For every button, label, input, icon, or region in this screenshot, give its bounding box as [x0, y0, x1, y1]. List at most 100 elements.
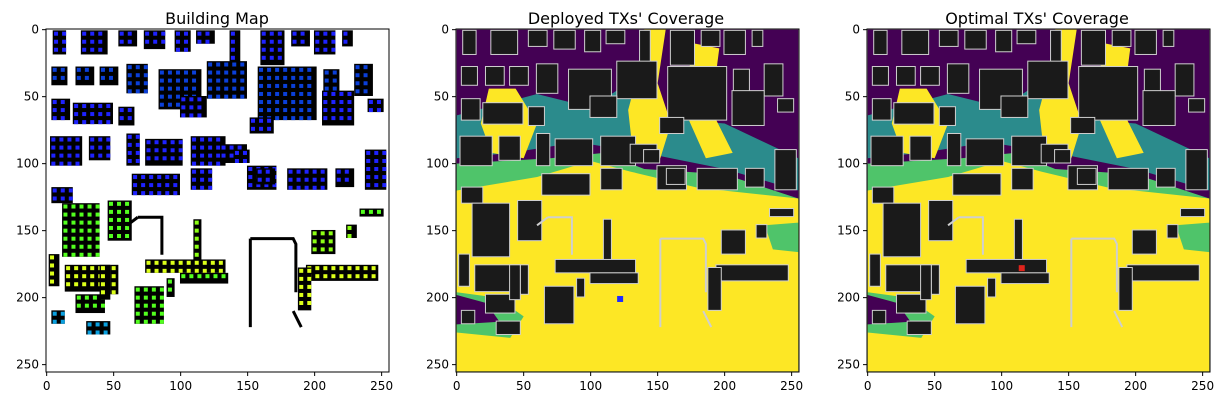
sensor-marker: [100, 282, 105, 287]
sensor-marker: [95, 228, 100, 233]
sensor-marker: [154, 140, 159, 145]
building-block: [48, 254, 60, 287]
building-block: [462, 29, 477, 55]
sensor-marker: [170, 156, 175, 161]
sensor-marker: [300, 39, 305, 44]
sensor-marker: [100, 67, 105, 72]
building-block: [731, 90, 765, 126]
sensor-marker: [59, 161, 64, 166]
sensor-marker: [269, 31, 274, 36]
sensor-marker: [291, 116, 296, 121]
sensor-marker: [79, 252, 84, 257]
sensor-marker: [267, 75, 272, 80]
sensor-marker: [175, 86, 180, 91]
sensor-marker: [366, 183, 371, 188]
sensor-marker: [75, 137, 80, 142]
sensor-marker: [159, 295, 164, 300]
sensor-marker: [108, 234, 113, 239]
sensor-marker: [323, 47, 328, 52]
sensor-marker: [50, 279, 55, 284]
sensor-marker: [366, 158, 371, 163]
building-block: [589, 272, 639, 285]
sensor-marker: [52, 116, 57, 121]
sensor-marker: [347, 274, 352, 279]
sensor-marker: [323, 274, 328, 279]
building-block: [1185, 149, 1208, 191]
sensor-marker: [167, 287, 172, 292]
sensor-marker: [192, 177, 197, 182]
sensor-marker: [312, 185, 317, 190]
sensor-marker: [382, 158, 387, 163]
sensor-marker: [194, 220, 199, 225]
sensor-marker: [135, 81, 140, 86]
sensor-marker: [111, 282, 116, 287]
sensor-marker: [192, 161, 197, 166]
building-block: [763, 63, 784, 97]
x-axis-ticks: 0 50 100 150 200 250: [453, 372, 803, 393]
building-block: [1011, 167, 1034, 191]
sensor-marker: [299, 108, 304, 113]
building-block: [920, 66, 940, 86]
building-block: [576, 277, 586, 298]
sensor-marker: [205, 39, 210, 44]
sensor-marker: [98, 153, 103, 158]
building-block: [871, 66, 889, 86]
sensor-marker: [87, 204, 92, 209]
sensor-marker: [216, 62, 221, 67]
building-block: [946, 133, 962, 167]
sensor-marker: [382, 167, 387, 172]
sensor-marker: [165, 183, 170, 188]
sensor-marker: [277, 39, 282, 44]
sensor-marker: [261, 39, 266, 44]
building-block: [1188, 98, 1206, 113]
sensor-marker: [216, 153, 221, 158]
sensor-marker: [127, 134, 132, 139]
sensor-marker: [259, 75, 264, 80]
panel-title: Optimal TXs' Coverage: [945, 9, 1129, 28]
sensor-marker: [315, 47, 320, 52]
sensor-marker: [240, 62, 245, 67]
sensor-marker: [205, 274, 210, 279]
building-block: [987, 277, 997, 298]
sensor-marker: [184, 86, 189, 91]
building-block: [99, 264, 111, 300]
building-block: [946, 63, 970, 94]
sensor-marker: [368, 100, 373, 105]
sensor-marker: [331, 108, 336, 113]
wall-line: [291, 310, 303, 328]
sensor-marker: [194, 236, 199, 241]
x-tick-label: 200: [1124, 379, 1147, 393]
axes-frame: [455, 28, 800, 373]
sensor-marker: [79, 212, 84, 217]
sensor-marker: [265, 177, 270, 182]
sensor-marker: [167, 86, 172, 91]
sensor-marker: [242, 150, 247, 155]
sensor-marker: [331, 47, 336, 52]
sensor-marker: [261, 55, 266, 60]
y-tick-label: 0: [31, 23, 39, 37]
building-block: [143, 30, 166, 50]
sensor-marker: [184, 78, 189, 83]
sensor-marker: [84, 75, 89, 80]
building-block: [667, 66, 728, 121]
sensor-marker: [181, 97, 186, 102]
sensor-marker: [173, 183, 178, 188]
x-tick-label: 200: [303, 379, 326, 393]
building-block: [665, 167, 686, 185]
sensor-marker: [149, 183, 154, 188]
sensor-marker: [181, 113, 186, 118]
wall-line: [947, 216, 960, 227]
sensor-marker: [267, 118, 272, 123]
sensor-marker: [307, 108, 312, 113]
building-block: [519, 264, 529, 295]
building-block: [723, 29, 746, 55]
building-block: [965, 138, 1005, 167]
sensor-marker: [154, 260, 159, 265]
sensor-marker: [153, 39, 158, 44]
sensor-marker: [194, 228, 199, 233]
building-map-panel: Building Map 0 50 100 150 200 250 0 50 100 150 20…: [16, 9, 393, 393]
sensor-marker: [360, 209, 365, 214]
sensor-marker: [159, 78, 164, 83]
sensor-marker: [146, 156, 151, 161]
sensor-marker: [186, 268, 191, 273]
